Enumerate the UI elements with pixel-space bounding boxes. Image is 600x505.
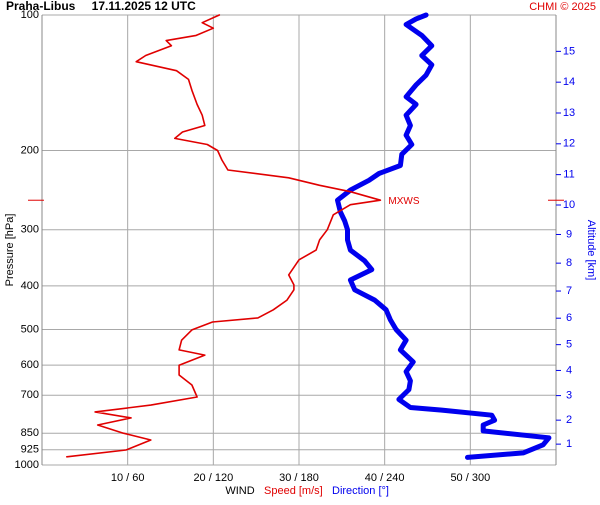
y-axis-label: Pressure [hPa] — [4, 214, 16, 287]
y-tick-label: 600 — [21, 359, 39, 371]
legend-speed: Speed [m/s] — [264, 485, 323, 497]
x-tick-label: 40 / 240 — [365, 472, 405, 484]
y-tick-label: 400 — [21, 280, 39, 292]
series-line — [66, 14, 382, 458]
chart-subtitle: 17.11.2025 12 UTC — [92, 0, 196, 13]
y2-tick-label: 9 — [566, 228, 572, 240]
y-tick-label: 850 — [21, 427, 39, 439]
y2-tick-label: 3 — [566, 390, 572, 402]
max-wind-label: MXWS — [388, 196, 419, 207]
y2-tick-label: 11 — [563, 169, 574, 181]
y-tick-label: 925 — [21, 444, 39, 456]
x-tick-label: 50 / 300 — [450, 472, 490, 484]
chart-title: Praha-Libus — [6, 0, 76, 13]
y2-tick-label: 12 — [563, 138, 575, 150]
y2-tick-label: 10 — [563, 199, 575, 211]
series-line — [335, 12, 552, 460]
x-tick-label: 30 / 180 — [279, 472, 319, 484]
x-tick-label: 20 / 120 — [193, 472, 233, 484]
y2-tick-label: 5 — [566, 339, 572, 351]
y2-tick-label: 7 — [566, 285, 572, 297]
y2-axis-label: Altitude [km] — [585, 220, 597, 281]
legend-direction: Direction [°] — [332, 485, 389, 497]
x-axis-label: WIND — [225, 485, 254, 497]
y-tick-label: 200 — [21, 144, 39, 156]
y2-tick-label: 14 — [563, 76, 575, 88]
y-tick-label: 300 — [21, 224, 39, 236]
y2-tick-label: 4 — [566, 364, 572, 376]
x-tick-label: 10 / 60 — [111, 472, 145, 484]
y-tick-label: 1000 — [15, 459, 39, 471]
y2-tick-label: 2 — [566, 414, 572, 426]
y-tick-label: 500 — [21, 323, 39, 335]
y2-tick-label: 1 — [566, 438, 572, 450]
y-tick-label: 700 — [21, 389, 39, 401]
y2-tick-label: 6 — [566, 312, 572, 324]
y2-tick-label: 8 — [566, 257, 572, 269]
credit: CHMI © 2025 — [529, 1, 596, 13]
y2-tick-label: 15 — [563, 45, 575, 57]
y-tick-label: 100 — [21, 9, 39, 21]
y2-tick-label: 13 — [563, 107, 575, 119]
